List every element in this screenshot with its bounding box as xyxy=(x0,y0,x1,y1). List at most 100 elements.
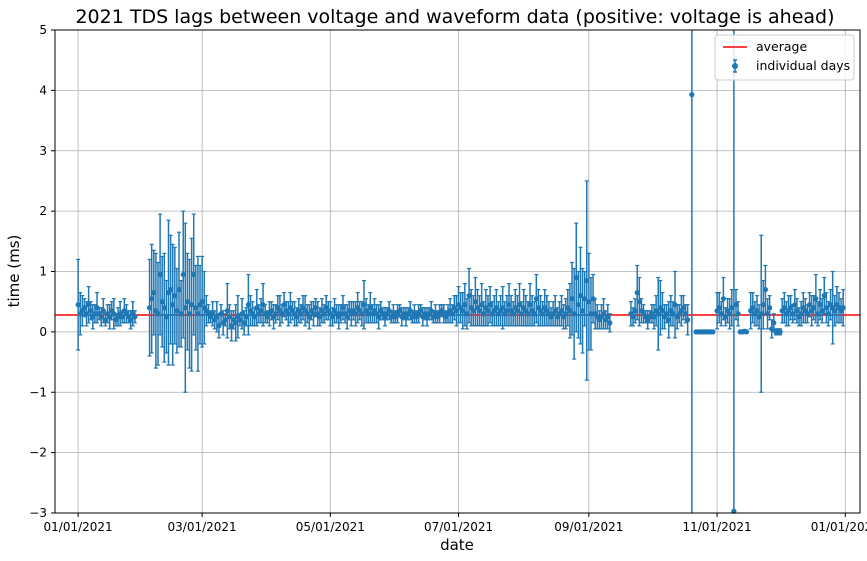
data-point xyxy=(790,311,796,317)
data-point xyxy=(107,314,113,320)
data-point xyxy=(195,311,201,317)
data-point xyxy=(241,320,247,326)
data-point xyxy=(258,308,264,314)
data-point xyxy=(161,305,167,311)
data-point xyxy=(567,308,573,314)
y-tick-label: 4 xyxy=(39,83,47,97)
data-point xyxy=(476,308,483,314)
data-point xyxy=(365,311,371,317)
data-point xyxy=(729,305,735,311)
data-point xyxy=(636,299,642,305)
data-point xyxy=(758,311,764,317)
data-point xyxy=(128,317,134,323)
y-tick-label: 5 xyxy=(39,23,47,37)
data-point xyxy=(588,311,594,317)
data-point xyxy=(216,323,222,329)
data-point xyxy=(792,302,798,308)
data-point xyxy=(218,311,224,317)
data-point xyxy=(367,305,373,311)
data-point xyxy=(184,299,191,305)
data-point xyxy=(514,308,521,314)
data-point xyxy=(563,311,569,317)
data-point xyxy=(735,311,741,317)
data-point xyxy=(226,314,233,320)
data-point xyxy=(321,311,327,317)
data-point xyxy=(163,314,169,320)
x-tick-label: 01/01/2021 xyxy=(44,520,113,534)
data-point xyxy=(481,311,487,317)
data-point xyxy=(670,311,676,317)
data-point xyxy=(577,293,584,299)
data-point xyxy=(493,305,499,311)
data-point xyxy=(92,311,98,317)
data-point xyxy=(479,302,485,308)
data-point xyxy=(600,311,607,317)
data-point xyxy=(840,305,846,311)
data-point xyxy=(338,311,344,317)
data-point xyxy=(634,290,640,296)
data-point xyxy=(685,317,691,323)
data-point xyxy=(664,311,670,317)
data-point xyxy=(376,314,382,320)
data-point xyxy=(172,293,178,299)
data-point xyxy=(607,320,613,326)
data-point xyxy=(233,320,239,326)
data-point xyxy=(655,311,661,317)
data-point xyxy=(586,299,592,305)
data-point xyxy=(821,293,827,299)
data-point xyxy=(94,305,100,311)
data-point xyxy=(180,271,186,278)
data-point xyxy=(817,302,823,308)
data-point xyxy=(193,305,199,311)
data-point xyxy=(178,311,184,317)
data-point xyxy=(75,302,81,308)
data-point xyxy=(506,302,512,308)
data-point xyxy=(344,314,350,320)
data-point xyxy=(819,308,825,314)
data-point xyxy=(811,305,817,311)
data-point xyxy=(279,311,285,317)
data-point xyxy=(760,302,766,308)
data-point xyxy=(254,305,260,311)
data-point xyxy=(806,302,813,308)
data-point xyxy=(666,317,672,323)
data-point xyxy=(132,314,138,320)
y-tick-label: −1 xyxy=(29,385,47,399)
y-axis-label: time (ms) xyxy=(5,235,23,308)
data-point xyxy=(182,305,188,311)
data-point xyxy=(237,317,243,323)
x-tick-label: 11/01/2021 xyxy=(682,520,751,534)
data-point xyxy=(81,305,88,311)
data-point xyxy=(189,302,195,308)
data-point xyxy=(298,311,304,317)
data-point xyxy=(680,305,687,311)
data-point xyxy=(500,305,506,311)
data-point xyxy=(767,305,773,311)
data-point xyxy=(310,311,317,317)
data-point xyxy=(306,314,312,320)
legend-label-average: average xyxy=(756,39,807,54)
data-point xyxy=(199,299,205,305)
data-point xyxy=(731,508,737,514)
data-point xyxy=(558,308,565,314)
data-point xyxy=(462,302,468,308)
data-point xyxy=(527,302,533,308)
data-point xyxy=(252,314,258,320)
y-axis: −3 −2 −1 0 1 2 3 4 5 xyxy=(29,23,55,520)
data-point xyxy=(100,308,106,314)
data-point xyxy=(313,305,319,311)
data-point xyxy=(718,311,724,317)
legend-marker xyxy=(732,63,738,69)
data-point xyxy=(525,311,531,317)
data-point xyxy=(155,311,161,317)
data-point xyxy=(788,305,794,311)
data-point xyxy=(98,314,104,320)
data-point xyxy=(386,308,392,314)
y-tick-label: 0 xyxy=(39,325,47,339)
data-point xyxy=(720,296,726,302)
data-point xyxy=(191,271,197,278)
data-point xyxy=(224,308,230,314)
chart-title: 2021 TDS lags between voltage and wavefo… xyxy=(75,6,834,28)
data-point xyxy=(710,329,716,335)
